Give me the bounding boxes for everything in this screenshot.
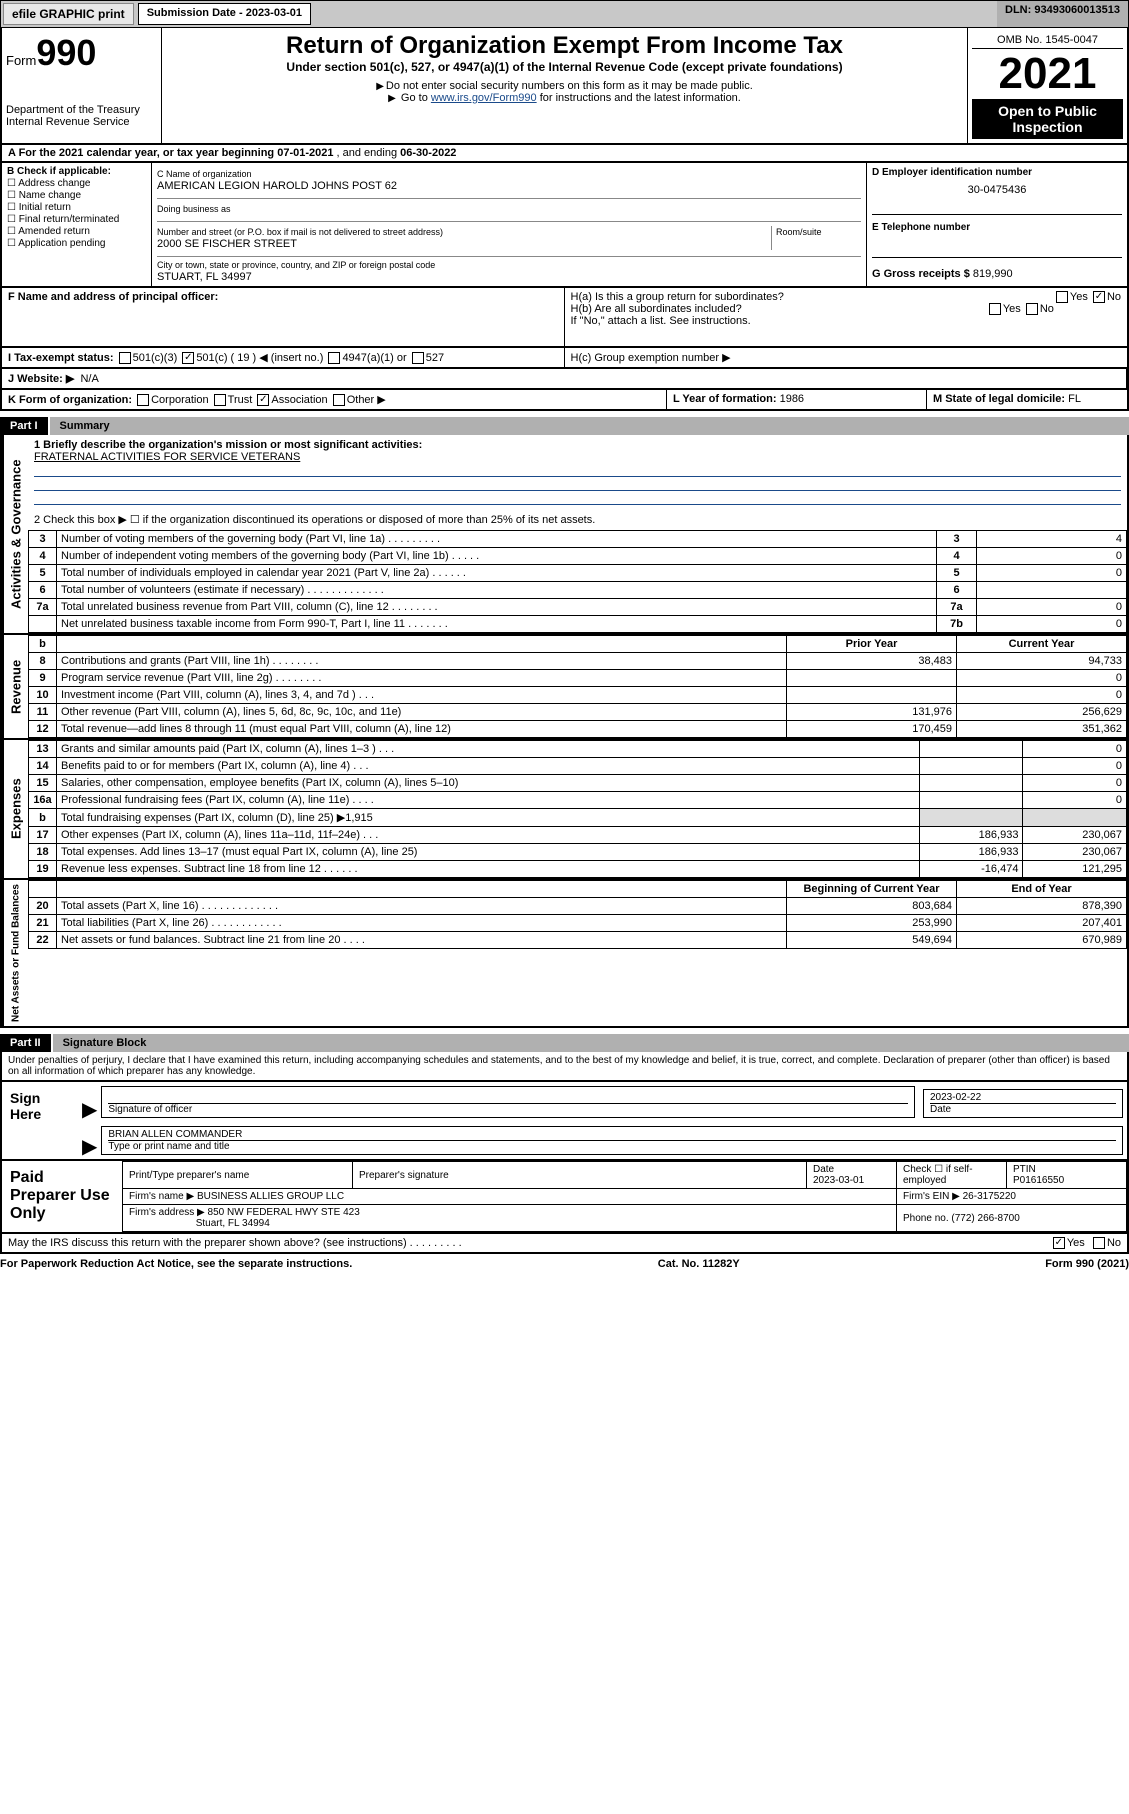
section-expenses: Expenses 13Grants and similar amounts pa… [0, 740, 1129, 880]
tax-period: A For the 2021 calendar year, or tax yea… [0, 145, 1129, 163]
box-j: J Website: ▶ N/A [0, 369, 1129, 390]
h-c: H(c) Group exemption number ▶ [565, 348, 1128, 367]
instructions-note: Go to www.irs.gov/Form990 for instructio… [166, 92, 963, 104]
paid-preparer-label: Paid Preparer Use Only [2, 1161, 122, 1232]
vlabel-governance: Activities & Governance [2, 435, 28, 633]
year-formation: 1986 [780, 393, 804, 405]
vlabel-revenue: Revenue [2, 635, 28, 738]
table-row: 22Net assets or fund balances. Subtract … [29, 932, 1127, 949]
omb-number: OMB No. 1545-0047 [972, 32, 1123, 49]
sig-arrow-icon: ▶ [82, 1097, 97, 1122]
table-row: 17Other expenses (Part IX, column (A), l… [29, 827, 1127, 844]
gross-receipts: 819,990 [973, 268, 1013, 280]
table-row: 19Revenue less expenses. Subtract line 1… [29, 861, 1127, 878]
penalty-statement: Under penalties of perjury, I declare th… [0, 1052, 1129, 1082]
ein: 30-0475436 [872, 184, 1122, 196]
sig-arrow-icon: ▶ [82, 1134, 97, 1159]
form-header: Form990 Department of the Treasury Inter… [0, 28, 1129, 145]
vlabel-netassets: Net Assets or Fund Balances [2, 880, 28, 1026]
section-netassets: Net Assets or Fund Balances Beginning of… [0, 880, 1129, 1028]
box-i-hc: I Tax-exempt status: 501(c)(3) 501(c) ( … [0, 348, 1129, 369]
part2-header: Part IISignature Block [0, 1034, 1129, 1052]
firm-address: 850 NW FEDERAL HWY STE 423 [208, 1207, 360, 1218]
ptin: P01616550 [1013, 1175, 1064, 1186]
paid-preparer-block: Paid Preparer Use Only Print/Type prepar… [0, 1161, 1129, 1234]
firm-phone: (772) 266-8700 [951, 1213, 1019, 1224]
ssn-note: Do not enter social security numbers on … [166, 80, 963, 92]
website-value: N/A [80, 373, 98, 385]
irs-label: Internal Revenue Service [6, 116, 157, 128]
box-f-h: F Name and address of principal officer:… [0, 288, 1129, 348]
netassets-table: Beginning of Current YearEnd of Year 20T… [28, 880, 1127, 949]
sign-date: 2023-02-22 [930, 1092, 1116, 1103]
discuss-no-check[interactable] [1093, 1237, 1105, 1249]
box-b: B Check if applicable: ☐ Address change … [2, 163, 152, 286]
table-row: 21Total liabilities (Part X, line 26) . … [29, 915, 1127, 932]
discuss-yes-check[interactable] [1053, 1237, 1065, 1249]
part1-header: Part ISummary [0, 417, 1129, 435]
org-name: AMERICAN LEGION HAROLD JOHNS POST 62 [157, 180, 397, 192]
state-domicile: FL [1068, 393, 1081, 405]
efile-print-button[interactable]: efile GRAPHIC print [3, 3, 134, 25]
h-a: H(a) Is this a group return for subordin… [571, 291, 1122, 303]
tax-year: 2021 [972, 49, 1123, 99]
table-row: 8Contributions and grants (Part VIII, li… [29, 653, 1127, 670]
section-governance: Activities & Governance 1 Briefly descri… [0, 435, 1129, 635]
form-of-org: K Form of organization: Corporation Trus… [2, 390, 667, 409]
box-f-label: F Name and address of principal officer: [8, 291, 218, 303]
org-city: STUART, FL 34997 [157, 271, 252, 283]
table-row: 10Investment income (Part VIII, column (… [29, 687, 1127, 704]
page-footer: For Paperwork Reduction Act Notice, see … [0, 1254, 1129, 1274]
table-row: 5Total number of individuals employed in… [29, 565, 1127, 582]
open-to-public: Open to Public Inspection [972, 99, 1123, 139]
discuss-row: May the IRS discuss this return with the… [0, 1234, 1129, 1254]
box-k-l-m: K Form of organization: Corporation Trus… [0, 390, 1129, 411]
firm-ein: 26-3175220 [963, 1191, 1016, 1202]
table-row: 13Grants and similar amounts paid (Part … [29, 741, 1127, 758]
table-row: 12Total revenue—add lines 8 through 11 (… [29, 721, 1127, 738]
officer-name: BRIAN ALLEN COMMANDER [108, 1129, 1116, 1140]
vlabel-expenses: Expenses [2, 740, 28, 878]
tax-exempt-status: I Tax-exempt status: 501(c)(3) 501(c) ( … [2, 348, 565, 367]
dln: DLN: 93493060013513 [997, 1, 1128, 27]
form-number: Form990 [6, 32, 157, 74]
table-row: 20Total assets (Part X, line 16) . . . .… [29, 898, 1127, 915]
table-row: 14Benefits paid to or for members (Part … [29, 758, 1127, 775]
table-row: 16aProfessional fundraising fees (Part I… [29, 792, 1127, 809]
table-row: 18Total expenses. Add lines 13–17 (must … [29, 844, 1127, 861]
table-row: 15Salaries, other compensation, employee… [29, 775, 1127, 792]
table-row: 3Number of voting members of the governi… [29, 531, 1127, 548]
table-row: 9Program service revenue (Part VIII, lin… [29, 670, 1127, 687]
form-subtitle: Under section 501(c), 527, or 4947(a)(1)… [166, 60, 963, 74]
mission-text: FRATERNAL ACTIVITIES FOR SERVICE VETERAN… [34, 451, 1121, 463]
h-b: H(b) Are all subordinates included? Yes … [571, 303, 1122, 315]
section-revenue: Revenue bPrior YearCurrent Year 8Contrib… [0, 635, 1129, 740]
revenue-table: bPrior YearCurrent Year 8Contributions a… [28, 635, 1127, 738]
signature-block: Sign Here ▶ Signature of officer 2023-02… [0, 1082, 1129, 1161]
self-employed-check[interactable]: Check ☐ if self-employed [897, 1162, 1007, 1189]
form-title: Return of Organization Exempt From Incom… [166, 32, 963, 60]
sign-here-label: Sign Here [2, 1082, 82, 1159]
org-street: 2000 SE FISCHER STREET [157, 238, 297, 250]
topbar: efile GRAPHIC print Submission Date - 20… [0, 0, 1129, 28]
table-row: Net unrelated business taxable income fr… [29, 616, 1127, 633]
form990-link[interactable]: www.irs.gov/Form990 [431, 92, 537, 104]
table-row: 11Other revenue (Part VIII, column (A), … [29, 704, 1127, 721]
meta-block: B Check if applicable: ☐ Address change … [0, 163, 1129, 288]
prep-date: 2023-03-01 [813, 1175, 864, 1186]
expenses-table: 13Grants and similar amounts paid (Part … [28, 740, 1127, 878]
governance-table: 3Number of voting members of the governi… [28, 530, 1127, 633]
table-row: 7aTotal unrelated business revenue from … [29, 599, 1127, 616]
mission-block: 1 Briefly describe the organization's mi… [28, 435, 1127, 530]
submission-date: Submission Date - 2023-03-01 [138, 3, 311, 25]
table-row: 4Number of independent voting members of… [29, 548, 1127, 565]
box-c: C Name of organizationAMERICAN LEGION HA… [152, 163, 867, 286]
dept-treasury: Department of the Treasury [6, 104, 157, 116]
box-d-e-g: D Employer identification number30-04754… [867, 163, 1127, 286]
firm-name: BUSINESS ALLIES GROUP LLC [197, 1191, 344, 1202]
table-row: 6Total number of volunteers (estimate if… [29, 582, 1127, 599]
table-row: bTotal fundraising expenses (Part IX, co… [29, 809, 1127, 827]
h-b-note: If "No," attach a list. See instructions… [571, 315, 1122, 327]
